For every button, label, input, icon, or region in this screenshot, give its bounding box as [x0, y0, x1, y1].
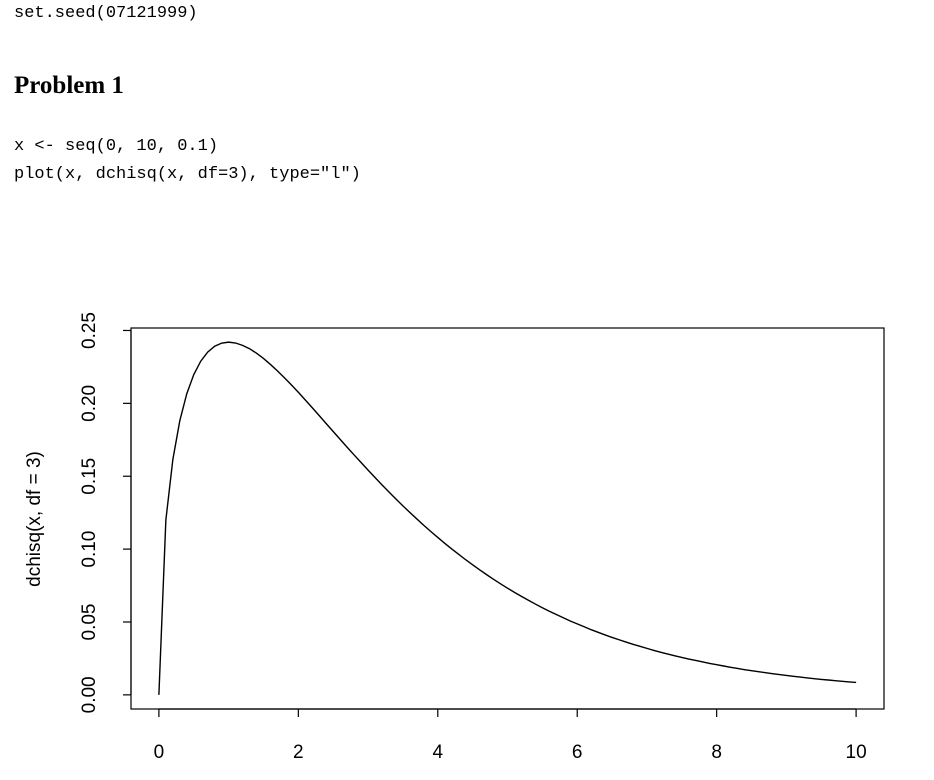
- y-tick-label: 0.10: [79, 531, 100, 568]
- y-tick-label: 0.25: [79, 312, 100, 349]
- data-line: [158, 341, 857, 695]
- x-tick-label: 0: [154, 742, 165, 763]
- code-line: plot(x, dchisq(x, df=3), type="l"): [14, 165, 361, 184]
- x-tick-label: 4: [432, 742, 443, 763]
- code-line: x <- seq(0, 10, 0.1): [14, 137, 219, 156]
- x-tick-label: 10: [846, 742, 867, 763]
- code-line: set.seed(07121999): [14, 4, 198, 23]
- x-tick-label: 8: [711, 742, 722, 763]
- y-tick-label: 0.15: [79, 458, 100, 495]
- y-tick-label: 0.20: [79, 385, 100, 422]
- y-tick-label: 0.05: [79, 603, 100, 640]
- heading: Problem 1: [14, 72, 124, 99]
- y-tick-label: 0.00: [79, 676, 100, 713]
- x-tick-label: 2: [293, 742, 304, 763]
- x-tick-label: 6: [572, 742, 583, 763]
- plot-box: [130, 327, 885, 710]
- y-axis-label: dchisq(x, df = 3): [24, 451, 45, 587]
